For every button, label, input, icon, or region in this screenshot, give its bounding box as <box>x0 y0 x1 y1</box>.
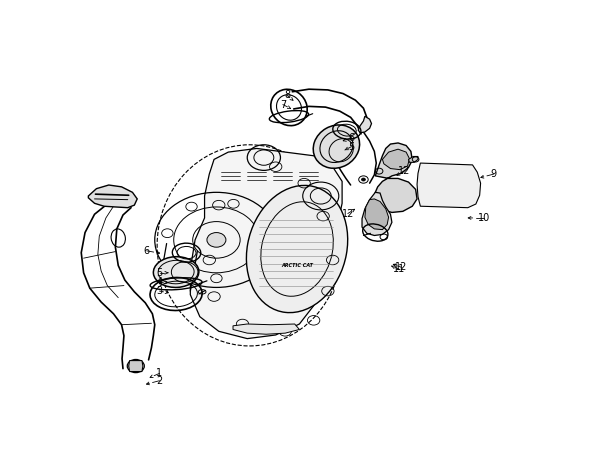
Ellipse shape <box>247 185 348 313</box>
Text: 4: 4 <box>157 277 163 287</box>
Text: 3: 3 <box>157 286 163 296</box>
Ellipse shape <box>154 256 199 287</box>
Text: 8: 8 <box>284 90 290 100</box>
Polygon shape <box>358 116 371 133</box>
Text: 12: 12 <box>395 262 408 272</box>
Text: 5: 5 <box>348 142 355 152</box>
Circle shape <box>207 233 226 247</box>
Ellipse shape <box>313 125 360 168</box>
Text: 12: 12 <box>341 209 354 218</box>
Text: 6: 6 <box>348 133 355 143</box>
Polygon shape <box>409 156 418 162</box>
Circle shape <box>362 178 365 181</box>
Text: 6: 6 <box>144 246 150 256</box>
Polygon shape <box>88 185 137 208</box>
Text: 11: 11 <box>393 264 405 274</box>
Polygon shape <box>417 163 480 208</box>
Text: 9: 9 <box>491 169 497 179</box>
Polygon shape <box>190 148 342 339</box>
Polygon shape <box>362 192 392 236</box>
Circle shape <box>132 363 140 370</box>
Polygon shape <box>233 324 299 334</box>
Polygon shape <box>129 361 143 371</box>
Polygon shape <box>365 199 389 229</box>
Polygon shape <box>375 143 417 212</box>
Text: 7: 7 <box>280 100 286 110</box>
Text: 12: 12 <box>398 166 410 176</box>
Text: 5: 5 <box>157 268 163 278</box>
Text: ARCTIC CAT: ARCTIC CAT <box>281 263 313 268</box>
Text: 1: 1 <box>157 369 163 379</box>
Text: 2: 2 <box>157 376 163 386</box>
Text: 10: 10 <box>478 213 491 223</box>
Polygon shape <box>382 149 409 170</box>
